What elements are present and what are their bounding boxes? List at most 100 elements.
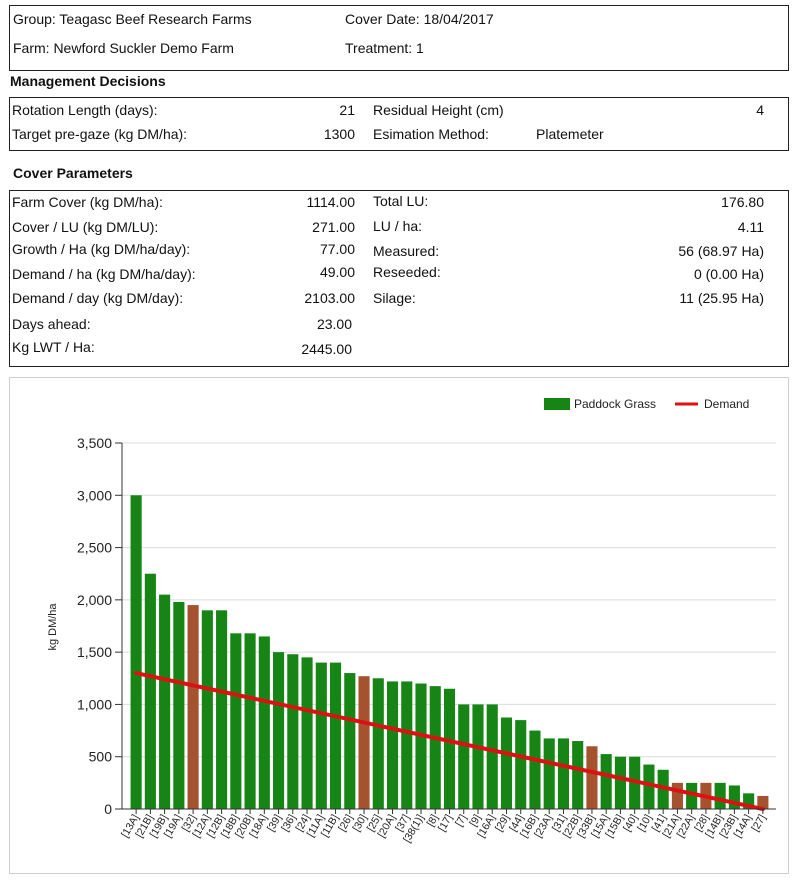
rotation-length-label: Rotation Length (days): bbox=[12, 102, 158, 118]
bar-11B bbox=[329, 662, 342, 809]
estimation-method-label: Esimation Method: bbox=[373, 126, 489, 142]
bar-13A bbox=[130, 495, 142, 809]
bar-12B bbox=[216, 610, 228, 809]
bar-31 bbox=[557, 738, 570, 809]
demand-per-day-value: 2103.00 bbox=[304, 290, 355, 306]
bar-16B bbox=[529, 730, 541, 809]
bar-19A bbox=[173, 601, 185, 809]
bar-381 bbox=[415, 683, 427, 809]
y-axis-label: kg DM/ha bbox=[47, 603, 59, 651]
lu-per-ha-value: 4.11 bbox=[737, 219, 764, 235]
residual-height-value: 4 bbox=[756, 102, 764, 118]
y-tick-label: 3,500 bbox=[77, 435, 112, 451]
paddock-cover-chart: 05001,0001,5002,0002,5003,0003,500[13A][… bbox=[47, 397, 776, 845]
bar-30 bbox=[358, 676, 370, 809]
legend-grass-swatch bbox=[544, 398, 570, 410]
residual-height-label: Residual Height (cm) bbox=[373, 102, 504, 118]
bar-21A bbox=[671, 782, 683, 809]
silage-label: Silage: bbox=[373, 290, 416, 306]
management-box bbox=[9, 97, 789, 151]
x-tick-label: [8] bbox=[425, 812, 441, 828]
demand-line bbox=[134, 671, 765, 811]
x-tick-label: [7] bbox=[453, 812, 469, 828]
measured-label: Measured: bbox=[373, 243, 440, 259]
target-pregraze-value: 1300 bbox=[323, 126, 355, 142]
bar-23B bbox=[728, 785, 740, 809]
cover-parameters-box bbox=[9, 190, 789, 367]
bar-16A bbox=[486, 704, 498, 809]
demand-per-day-label: Demand / day (kg DM/day): bbox=[12, 290, 184, 306]
bar-10 bbox=[643, 764, 655, 809]
bar-15B bbox=[614, 756, 626, 809]
bar-14B bbox=[714, 782, 726, 809]
measured-value: 56 (68.97 Ha) bbox=[678, 243, 764, 259]
bar-27 bbox=[757, 795, 769, 809]
bar-9 bbox=[472, 704, 484, 809]
bar-26 bbox=[344, 673, 356, 809]
growth-per-ha-label: Growth / Ha (kg DM/ha/day): bbox=[12, 241, 191, 257]
target-pregraze-label: Target pre-gaze (kg DM/ha): bbox=[12, 126, 188, 142]
y-tick-label: 1,500 bbox=[77, 644, 112, 660]
legend-grass-label: Paddock Grass bbox=[574, 397, 656, 411]
bar-25 bbox=[372, 678, 384, 809]
total-lu-value: 176.80 bbox=[721, 194, 764, 210]
bar-18B bbox=[230, 633, 242, 809]
cover-per-lu-label: Cover / LU (kg DM/LU): bbox=[12, 219, 159, 235]
bar-23A bbox=[543, 738, 555, 809]
management-title: Management Decisions bbox=[10, 73, 166, 89]
cover-parameters-title: Cover Parameters bbox=[13, 165, 133, 181]
estimation-method-value: Platemeter bbox=[536, 126, 604, 142]
y-tick-label: 2,000 bbox=[77, 592, 112, 608]
bar-24 bbox=[301, 657, 313, 809]
bar-22A bbox=[686, 782, 698, 809]
bar-8 bbox=[429, 686, 441, 809]
farm-label: Farm: Newford Suckler Demo Farm bbox=[13, 40, 234, 56]
demand-per-ha-label: Demand / ha (kg DM/ha/day): bbox=[12, 266, 196, 282]
farm-cover-value: 1114.00 bbox=[306, 194, 355, 210]
kg-lwt-per-ha-label: Kg LWT / Ha: bbox=[12, 339, 95, 355]
group-label: Group: Teagasc Beef Research Farms bbox=[13, 11, 252, 27]
kg-lwt-per-ha-value: 2445.00 bbox=[301, 341, 352, 357]
y-tick-label: 2,500 bbox=[77, 540, 112, 556]
legend: Paddock Grass Demand bbox=[544, 397, 749, 411]
chart-panel: 0 500 1,000 1,500 2,000 2,500 3,000 3,500 [13A][… bbox=[9, 377, 789, 874]
y-tick-label: 3,000 bbox=[77, 487, 112, 503]
bar-22B bbox=[572, 741, 584, 809]
bar-36 bbox=[287, 654, 299, 809]
bar-39 bbox=[273, 652, 285, 809]
silage-value: 11 (25.95 Ha) bbox=[679, 290, 764, 306]
bar-20B bbox=[244, 633, 256, 809]
days-ahead-value: 23.00 bbox=[316, 316, 352, 332]
bar-15A bbox=[600, 754, 612, 809]
bar-29 bbox=[500, 717, 513, 809]
x-tick-label: [27] bbox=[749, 812, 768, 833]
bar-12A bbox=[201, 610, 213, 809]
cover-per-lu-value: 271.00 bbox=[312, 219, 355, 235]
bar-37 bbox=[401, 681, 413, 809]
demand-per-ha-value: 49.00 bbox=[319, 264, 355, 280]
days-ahead-label: Days ahead: bbox=[12, 316, 91, 332]
cover-date-label: Cover Date: 18/04/2017 bbox=[345, 11, 494, 27]
y-tick-label: 0 bbox=[104, 801, 112, 817]
bar-21B bbox=[144, 573, 156, 809]
bar-19B bbox=[159, 594, 171, 809]
total-lu-label: Total LU: bbox=[373, 193, 429, 209]
lu-per-ha-label: LU / ha: bbox=[373, 218, 423, 234]
reseeded-value: 0 (0.00 Ha) bbox=[693, 266, 764, 282]
legend-demand-label: Demand bbox=[704, 397, 749, 411]
rotation-length-value: 21 bbox=[339, 102, 355, 118]
bar-33B bbox=[586, 746, 598, 809]
bar-32 bbox=[187, 605, 199, 809]
y-tick-label: 500 bbox=[89, 749, 113, 765]
bar-7 bbox=[458, 704, 470, 809]
treatment-label: Treatment: 1 bbox=[345, 40, 424, 56]
x-tick-label: [9] bbox=[467, 812, 483, 828]
bar-17 bbox=[443, 688, 456, 809]
bar-44 bbox=[515, 720, 527, 809]
bar-14A bbox=[743, 793, 755, 809]
farm-cover-label: Farm Cover (kg DM/ha): bbox=[12, 194, 163, 210]
y-tick-label: 1,000 bbox=[77, 696, 112, 712]
bar-20A bbox=[386, 681, 399, 809]
reseeded-label: Reseeded: bbox=[373, 264, 441, 280]
bar-18A bbox=[258, 636, 270, 809]
